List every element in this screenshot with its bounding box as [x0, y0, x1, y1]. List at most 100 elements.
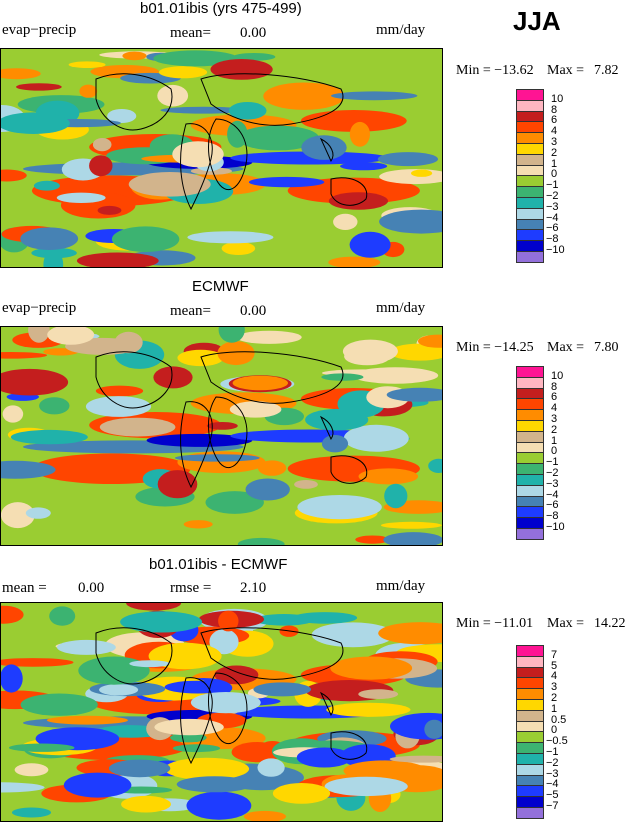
contour-region — [328, 192, 388, 210]
colorbar-tick-label: −2 — [546, 190, 559, 202]
panel-2-min-label: Min = −14.25 — [456, 340, 534, 355]
panel-3-map — [0, 602, 443, 822]
contour-region — [121, 795, 171, 813]
contour-region — [33, 180, 60, 191]
contour-region — [228, 102, 267, 120]
contour-region — [2, 405, 24, 423]
contour-region — [296, 747, 352, 768]
contour-region — [146, 433, 253, 447]
colorbar-tick-label: 3 — [551, 413, 558, 425]
contour-region — [68, 61, 106, 68]
coastline — [319, 415, 334, 440]
coastline — [180, 401, 213, 489]
panel-3-units: mm/day — [376, 578, 426, 594]
contour-region — [343, 424, 409, 452]
colorbar-tick-label: 1 — [551, 157, 558, 170]
panel-2-max-value: 7.80 — [594, 340, 619, 355]
colorbar-tick-label: −3 — [546, 767, 559, 780]
contour-region — [221, 241, 256, 255]
contour-region — [237, 537, 285, 545]
contour-region — [128, 172, 211, 197]
contour-region — [47, 327, 95, 345]
colorbar-tick-label: −4 — [546, 778, 559, 791]
contour-region — [292, 612, 358, 624]
colorbar-tick-label: 2 — [551, 692, 558, 704]
contour-region — [46, 715, 128, 725]
contour-region — [97, 205, 122, 215]
colorbar-tick-label: −8 — [546, 510, 559, 523]
colorbar-tick-label: 4 — [551, 402, 558, 415]
coastline — [330, 455, 368, 484]
contour-region — [10, 429, 88, 445]
contour-region — [160, 106, 248, 114]
coastline — [200, 627, 344, 680]
contour-region — [1, 368, 69, 396]
contour-region — [257, 758, 285, 777]
panel-2-units: mm/day — [376, 300, 426, 316]
contour-region — [358, 468, 419, 485]
contour-region — [411, 169, 433, 177]
colorbar-tick-label: −1 — [546, 179, 559, 192]
contour-region — [428, 458, 442, 473]
contour-region — [78, 656, 150, 685]
colorbar-tick-label: −6 — [546, 499, 559, 512]
contour-region — [99, 417, 176, 437]
coastline — [319, 137, 334, 162]
coastline — [95, 73, 173, 131]
contour-region — [297, 495, 382, 520]
contour-region — [1, 658, 74, 667]
colorbar-tick-label: 4 — [551, 670, 558, 683]
contour-region — [217, 341, 255, 366]
contour-region — [321, 435, 349, 453]
contour-region — [157, 84, 189, 107]
colorbar-tick-label: 5 — [551, 659, 558, 672]
contour-region — [300, 110, 407, 132]
contour-region — [43, 250, 64, 267]
contour-region — [164, 757, 250, 780]
coastline — [200, 73, 344, 126]
colorbar-tick-label: −10 — [546, 521, 565, 533]
contour-region — [386, 387, 442, 402]
contour-region — [344, 347, 391, 366]
panel-3-colorbar: 7 5 4 3 2 1 0.5 0 −0.5 −1 −2 −3 −4 −5 −7 — [516, 645, 576, 819]
contour-region — [170, 733, 207, 743]
panel-3-max-value: 14.22 — [594, 616, 626, 631]
contour-region — [418, 334, 442, 348]
contour-region — [378, 622, 442, 645]
contour-region — [111, 226, 180, 252]
contour-region — [183, 520, 213, 529]
panel-1-max-value: 7.82 — [594, 63, 619, 78]
contour-region — [333, 213, 358, 230]
contour-region — [205, 491, 264, 514]
contour-region — [120, 611, 203, 633]
panel-2-map — [0, 326, 443, 546]
contour-region — [14, 763, 49, 777]
contour-region — [176, 776, 253, 793]
coastline — [95, 627, 173, 685]
contour-region — [305, 408, 369, 431]
contour-region — [257, 460, 287, 476]
contour-region — [358, 689, 399, 699]
panel-2-max-label: Max = — [547, 340, 585, 355]
contour-region — [236, 125, 320, 151]
coastline — [200, 351, 344, 404]
panel-1-colorbar: 10 8 6 4 3 2 1 0 −1 −2 −3 −4 −6 −8 −10 — [516, 89, 576, 263]
panel-1-min-label: Min = −13.62 — [456, 63, 534, 78]
panel-1-units: mm/day — [376, 22, 426, 38]
panel-3-min-label: Min = −11.01 — [456, 616, 534, 631]
contour-region — [11, 807, 52, 818]
colorbar-tick-label: 2 — [551, 146, 558, 159]
coastline — [208, 672, 248, 745]
contour-region — [263, 82, 345, 110]
contour-region — [324, 776, 408, 797]
contour-region — [245, 478, 290, 501]
coastline — [330, 177, 368, 206]
colorbar-tick-label: 2 — [551, 423, 558, 436]
contour-region — [326, 702, 411, 717]
colorbar-tick-label: −1 — [546, 746, 559, 758]
contour-region — [114, 331, 143, 354]
coastline — [319, 691, 334, 716]
contour-region — [129, 660, 170, 668]
coastline — [180, 677, 213, 765]
contour-region — [174, 454, 260, 462]
